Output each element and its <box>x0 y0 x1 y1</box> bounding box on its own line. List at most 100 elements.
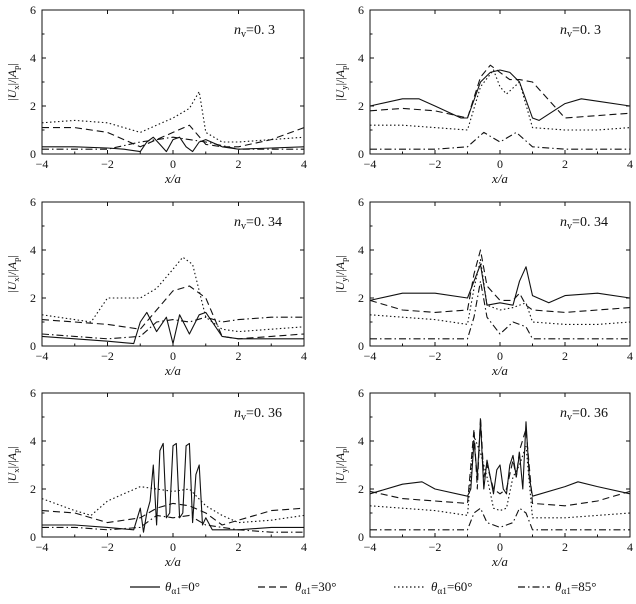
x-tick-label: −4 <box>36 349 49 363</box>
y-tick-label: 2 <box>30 482 36 496</box>
legend-label: θα1=30° <box>295 579 337 597</box>
y-axis-label: |Ux|/|Ap| <box>5 446 21 484</box>
y-tick-label: 2 <box>358 291 364 305</box>
x-tick-label: −2 <box>429 349 442 363</box>
series-line-dashdot <box>42 514 304 533</box>
series-line-solid <box>369 263 631 306</box>
series-line-dashed <box>42 124 305 148</box>
legend-label: θα1=60° <box>431 579 473 597</box>
x-axis-label: x/a <box>164 554 181 569</box>
x-tick-label: −2 <box>429 540 442 554</box>
x-tick-label: −2 <box>101 157 114 171</box>
series-line-dashdot <box>370 507 630 531</box>
y-tick-label: 4 <box>358 51 364 65</box>
x-axis-label: x/a <box>164 363 181 378</box>
series-line-dashed <box>369 249 631 313</box>
series-line-dashdot <box>370 131 630 150</box>
x-tick-label: 2 <box>236 157 242 171</box>
x-tick-label: −2 <box>101 540 114 554</box>
series-line-dotted <box>41 256 305 333</box>
y-tick-label: 2 <box>358 482 364 496</box>
series-line-dashed <box>41 502 305 526</box>
legend-label: θα1=85° <box>555 579 597 597</box>
x-tick-label: 2 <box>562 540 568 554</box>
x-tick-label: 0 <box>170 349 176 363</box>
series-line-dashdot <box>42 136 304 150</box>
x-tick-label: 2 <box>236 540 242 554</box>
series-line-dashed <box>41 285 305 340</box>
chart-panel-3: −4 −2 0 2 4 0 2 4 6 x/a |Ux|/|Ap| nv=0. 34 <box>5 195 307 378</box>
x-tick-label: 4 <box>301 540 307 554</box>
x-tick-label: 2 <box>236 349 242 363</box>
y-tick-label: 6 <box>358 3 364 17</box>
y-axis-label: |Ux|/|Ap| <box>5 255 21 293</box>
series-line-solid <box>369 69 631 121</box>
y-tick-label: 0 <box>358 147 364 161</box>
x-tick-label: 0 <box>497 349 503 363</box>
y-tick-label: 0 <box>30 339 36 353</box>
y-axis-label: |Ux|/|Ap| <box>5 63 21 101</box>
y-tick-label: 0 <box>30 147 36 161</box>
x-tick-label: 4 <box>627 540 633 554</box>
y-tick-label: 0 <box>358 530 364 544</box>
x-tick-label: 4 <box>301 349 307 363</box>
x-tick-label: 0 <box>497 157 503 171</box>
y-tick-label: 6 <box>30 3 36 17</box>
series-line-solid <box>42 442 304 533</box>
y-tick-label: 2 <box>30 291 36 305</box>
x-tick-label: 4 <box>627 349 633 363</box>
poisson-ratio-annotation: nv=0. 3 <box>560 23 601 40</box>
x-tick-label: −4 <box>36 157 49 171</box>
x-tick-label: −4 <box>36 540 49 554</box>
series-line-dotted <box>369 259 631 325</box>
y-axis-label: |Uy|/|Ap| <box>333 63 349 101</box>
x-axis-label: x/a <box>491 171 508 186</box>
x-tick-label: −2 <box>429 157 442 171</box>
legend-label: θα1=0° <box>165 579 200 597</box>
y-tick-label: 0 <box>30 530 36 544</box>
poisson-ratio-annotation: nv=0. 3 <box>234 23 275 40</box>
x-tick-label: 4 <box>301 157 307 171</box>
poisson-ratio-annotation: nv=0. 34 <box>234 215 282 232</box>
series-line-dotted <box>369 435 631 519</box>
y-tick-label: 4 <box>30 243 36 257</box>
y-tick-label: 4 <box>30 51 36 65</box>
chart-panel-2: −4 −2 0 2 4 0 2 4 6 x/a |Uy|/|Ap| nv=0. 3 <box>333 3 633 186</box>
legend: θα1=0° θα1=30° θα1=60° θα1=85° <box>130 579 597 597</box>
x-tick-label: 2 <box>562 349 568 363</box>
x-tick-label: −2 <box>101 349 114 363</box>
y-axis-label: |Uy|/|Ap| <box>333 446 349 484</box>
x-tick-label: −4 <box>364 157 377 171</box>
y-tick-label: 4 <box>358 434 364 448</box>
series-line-dashed <box>369 64 631 119</box>
poisson-ratio-annotation: nv=0. 34 <box>560 215 608 232</box>
y-axis-label: |Uy|/|Ap| <box>333 255 349 293</box>
x-tick-label: 0 <box>170 540 176 554</box>
x-tick-label: 0 <box>170 157 176 171</box>
series-line-dashdot <box>370 280 630 340</box>
series-line-dashed <box>369 416 631 507</box>
chart-panel-4: −4 −2 0 2 4 0 2 4 6 x/a |Uy|/|Ap| nv=0. 34 <box>333 195 633 378</box>
chart-panel-6: −4 −2 0 2 4 0 2 4 6 x/a |Uy|/|Ap| nv=0. 36 <box>333 386 633 569</box>
series-line-dotted <box>41 486 305 524</box>
y-tick-label: 0 <box>358 339 364 353</box>
series-line-solid <box>41 311 304 345</box>
x-tick-label: −4 <box>364 540 377 554</box>
y-tick-label: 2 <box>358 99 364 113</box>
x-axis-label: x/a <box>491 363 508 378</box>
y-tick-label: 6 <box>30 386 36 400</box>
x-axis-label: x/a <box>164 171 181 186</box>
y-tick-label: 6 <box>358 195 364 209</box>
y-tick-label: 6 <box>30 195 36 209</box>
series-line-dotted <box>41 91 305 143</box>
y-tick-label: 4 <box>30 434 36 448</box>
x-tick-label: −4 <box>364 349 377 363</box>
x-tick-label: 2 <box>562 157 568 171</box>
poisson-ratio-annotation: nv=0. 36 <box>234 406 282 423</box>
series-line-solid <box>369 421 631 497</box>
y-tick-label: 2 <box>30 99 36 113</box>
chart-panel-5: −4 −2 0 2 4 0 2 4 6 x/a |Ux|/|Ap| nv=0. 36 <box>5 386 307 569</box>
x-axis-label: x/a <box>491 554 508 569</box>
x-tick-label: 0 <box>497 540 503 554</box>
